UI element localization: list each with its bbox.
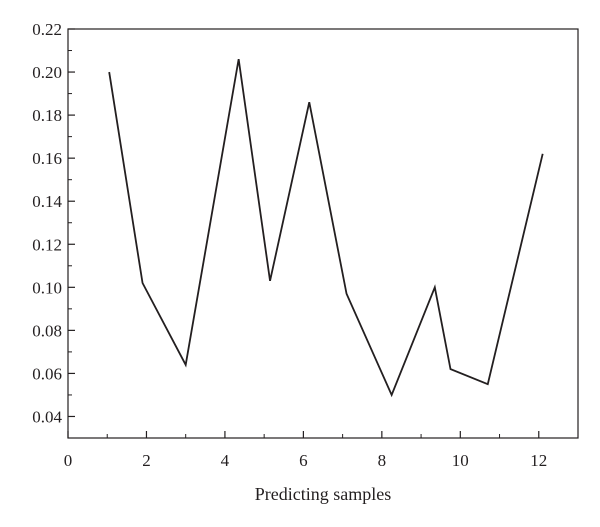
x-tick-label: 6: [299, 451, 308, 470]
y-tick-label: 0.08: [32, 321, 62, 340]
x-tick-label: 8: [378, 451, 387, 470]
y-tick-label: 0.04: [32, 407, 62, 426]
y-tick-label: 0.16: [32, 149, 62, 168]
x-axis-ticks: 0 2 4 6 8 10 12: [64, 431, 579, 470]
plot-frame: [67, 28, 579, 439]
x-tick-label: 12: [530, 451, 547, 470]
x-tick-label: 0: [64, 451, 73, 470]
x-tick-label: 2: [142, 451, 151, 470]
series-line: [108, 58, 544, 398]
y-tick-label: 0.22: [32, 20, 62, 39]
x-axis-title: Predicting samples: [255, 484, 391, 504]
y-tick-label: 0.20: [32, 63, 62, 82]
y-tick-label: 0.12: [32, 235, 62, 254]
y-tick-label: 0.14: [32, 192, 62, 211]
y-tick-label: 0.10: [32, 278, 62, 297]
x-tick-label: 4: [221, 451, 230, 470]
x-tick-label: 10: [452, 451, 469, 470]
y-tick-label: 0.18: [32, 106, 62, 125]
y-tick-label: 0.06: [32, 364, 62, 383]
y-axis-ticks: 0.04 0.06 0.08 0.10 0.12 0.14 0.16 0.18 0.20 0.22: [32, 20, 75, 439]
